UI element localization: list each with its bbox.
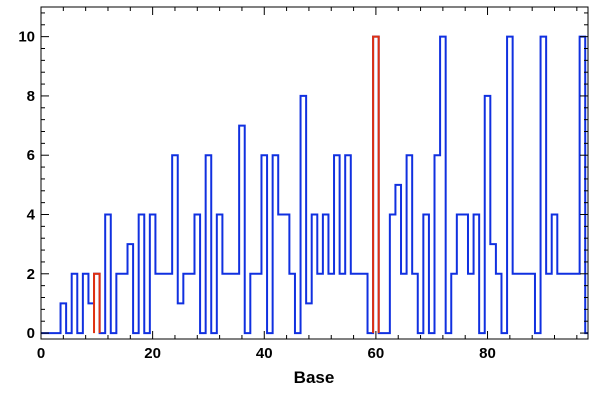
plot-frame [40,6,589,340]
y-tick-label: 4 [27,207,36,224]
axis-layer: 0 20 40 60 80 0 2 4 6 8 10 [18,6,589,362]
x-tick-label: 80 [479,345,496,362]
y-tick-label: 6 [27,147,35,164]
x-tick-label: 20 [144,345,161,362]
highlight-bin-60 [372,35,380,334]
x-axis-title: Base [294,368,335,387]
highlight-bin-10 [93,272,101,334]
y-tick-label: 0 [27,325,35,342]
x-tick-label: 60 [368,345,385,362]
series-line [41,35,588,335]
series-layer [41,35,588,335]
y-tick-label: 2 [27,266,35,283]
y-tick-label: 8 [27,88,35,105]
x-tick-label: 0 [37,345,45,362]
x-tick-label: 40 [256,345,273,362]
y-tick-label: 10 [18,29,35,46]
